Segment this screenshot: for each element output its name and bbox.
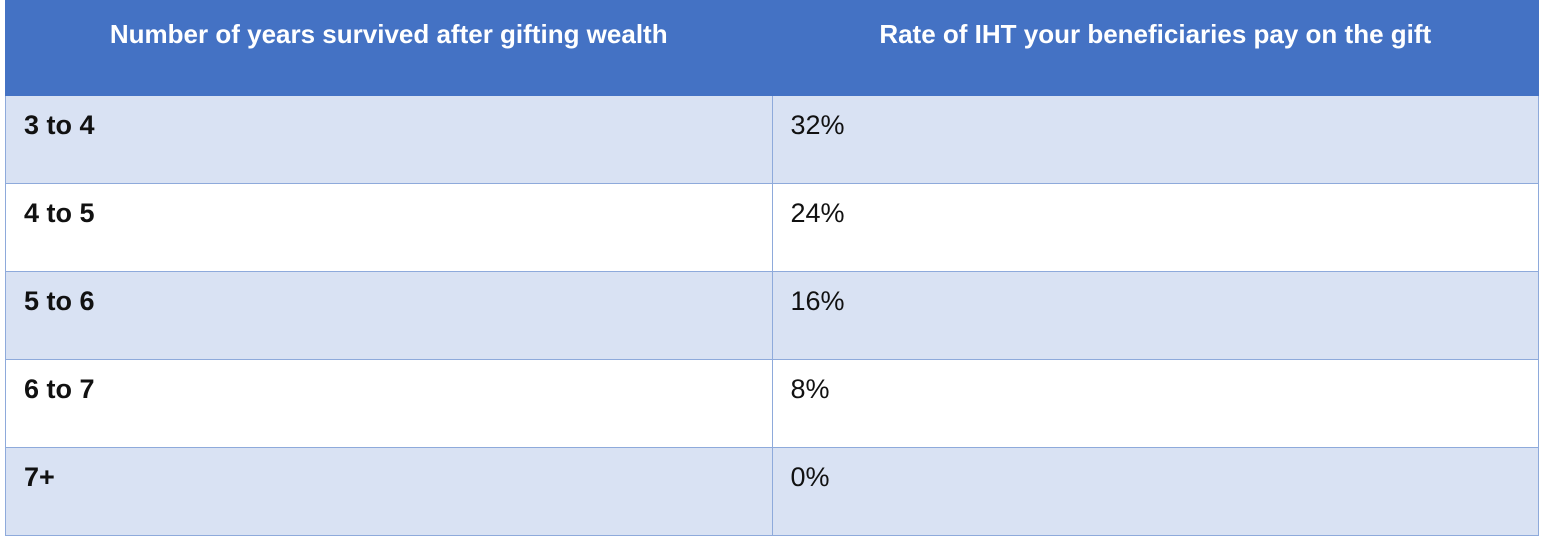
table-row: 6 to 7 8% bbox=[5, 359, 1539, 448]
years-cell: 6 to 7 bbox=[5, 359, 773, 448]
header-cell: Rate of IHT your beneficiaries pay on th… bbox=[771, 0, 1539, 96]
iht-table: Number of years survived after gifting w… bbox=[5, 0, 1539, 536]
header-cell: Number of years survived after gifting w… bbox=[5, 0, 773, 96]
rate-cell: 16% bbox=[771, 271, 1539, 360]
header-row: Number of years survived after gifting w… bbox=[5, 0, 1539, 96]
table-container: Number of years survived after gifting w… bbox=[5, 0, 1539, 536]
years-cell: 5 to 6 bbox=[5, 271, 773, 360]
rate-cell: 32% bbox=[771, 95, 1539, 184]
rate-cell: 8% bbox=[771, 359, 1539, 448]
table-row: 4 to 5 24% bbox=[5, 183, 1539, 272]
table-row: 5 to 6 16% bbox=[5, 271, 1539, 360]
years-cell: 7+ bbox=[5, 447, 773, 536]
table-row: 7+ 0% bbox=[5, 447, 1539, 536]
rate-cell: 24% bbox=[771, 183, 1539, 272]
rate-cell: 0% bbox=[771, 447, 1539, 536]
table-body: 3 to 4 32% 4 to 5 24% 5 to 6 16% 6 to 7 8% 7+ 0% bbox=[5, 95, 1539, 536]
years-cell: 3 to 4 bbox=[5, 95, 773, 184]
table-row: 3 to 4 32% bbox=[5, 95, 1539, 184]
years-cell: 4 to 5 bbox=[5, 183, 773, 272]
